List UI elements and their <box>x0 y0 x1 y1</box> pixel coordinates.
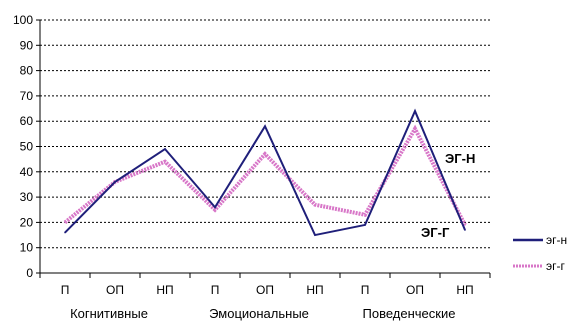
y-tick-label: 30 <box>20 190 34 204</box>
series-2-point <box>164 160 166 163</box>
group-label: Эмоциональные <box>209 306 309 321</box>
series-2-point <box>214 208 216 211</box>
series-2-point <box>264 153 266 155</box>
series-1-point <box>464 229 466 231</box>
series-2-point <box>314 203 316 206</box>
series-2-point <box>414 127 416 130</box>
y-tick-label: 40 <box>20 165 34 179</box>
x-tick-label: НП <box>306 283 323 297</box>
series-2-point <box>464 224 466 226</box>
x-tick-label: ОП <box>256 283 274 297</box>
y-tick-label: 60 <box>20 114 34 128</box>
legend-label-series-2: эг-г <box>546 259 565 273</box>
series-lines <box>63 108 467 237</box>
y-axis-ticks: 0 10 20 30 40 50 60 70 80 90 100 <box>13 13 40 280</box>
annotation-eg-n: ЭГ-Н <box>445 151 475 166</box>
y-tick-label: 20 <box>20 215 34 229</box>
series-1-point <box>364 224 366 226</box>
series-1-point <box>64 231 66 234</box>
legend-item-series-1: эг-н <box>513 233 567 247</box>
legend-item-series-2: эг-г <box>513 259 565 273</box>
y-tick-label: 0 <box>26 266 33 280</box>
grid-lines <box>40 19 490 249</box>
series-1-point <box>214 206 216 209</box>
series-1-point <box>414 110 416 112</box>
series-1-point <box>314 234 316 236</box>
group-labels: Когнитивные Эмоциональные Поведенческие <box>70 306 455 321</box>
y-tick-label: 70 <box>20 89 34 103</box>
series-2-point <box>64 221 66 224</box>
x-axis-ticks: П ОП НП П ОП НП П ОП НП <box>39 273 491 297</box>
x-tick-label: П <box>61 283 70 297</box>
annotation-eg-g: ЭГ-Г <box>421 225 450 240</box>
x-tick-label: П <box>361 283 370 297</box>
y-tick-label: 50 <box>20 140 34 154</box>
series-line-2 <box>63 124 467 226</box>
annotations: ЭГ-Н ЭГ-Г <box>421 151 475 240</box>
x-tick-label: НП <box>156 283 173 297</box>
series-1-point <box>164 148 166 150</box>
x-tick-label: ОП <box>406 283 424 297</box>
group-label: Поведенческие <box>363 306 456 321</box>
x-tick-label: ОП <box>106 283 124 297</box>
series-line-1 <box>64 108 466 237</box>
x-tick-label: НП <box>456 283 473 297</box>
y-tick-label: 90 <box>20 38 34 52</box>
y-tick-label: 10 <box>20 241 34 255</box>
y-tick-label: 80 <box>20 64 34 78</box>
series-1-point <box>264 125 266 128</box>
y-tick-label: 100 <box>13 13 33 27</box>
x-tick-label: П <box>211 283 220 297</box>
legend: эг-н эг-г <box>513 233 567 273</box>
series-2-point <box>364 214 366 216</box>
group-label: Когнитивные <box>70 306 148 321</box>
series-1-point <box>114 181 116 183</box>
legend-label-series-1: эг-н <box>546 233 567 247</box>
